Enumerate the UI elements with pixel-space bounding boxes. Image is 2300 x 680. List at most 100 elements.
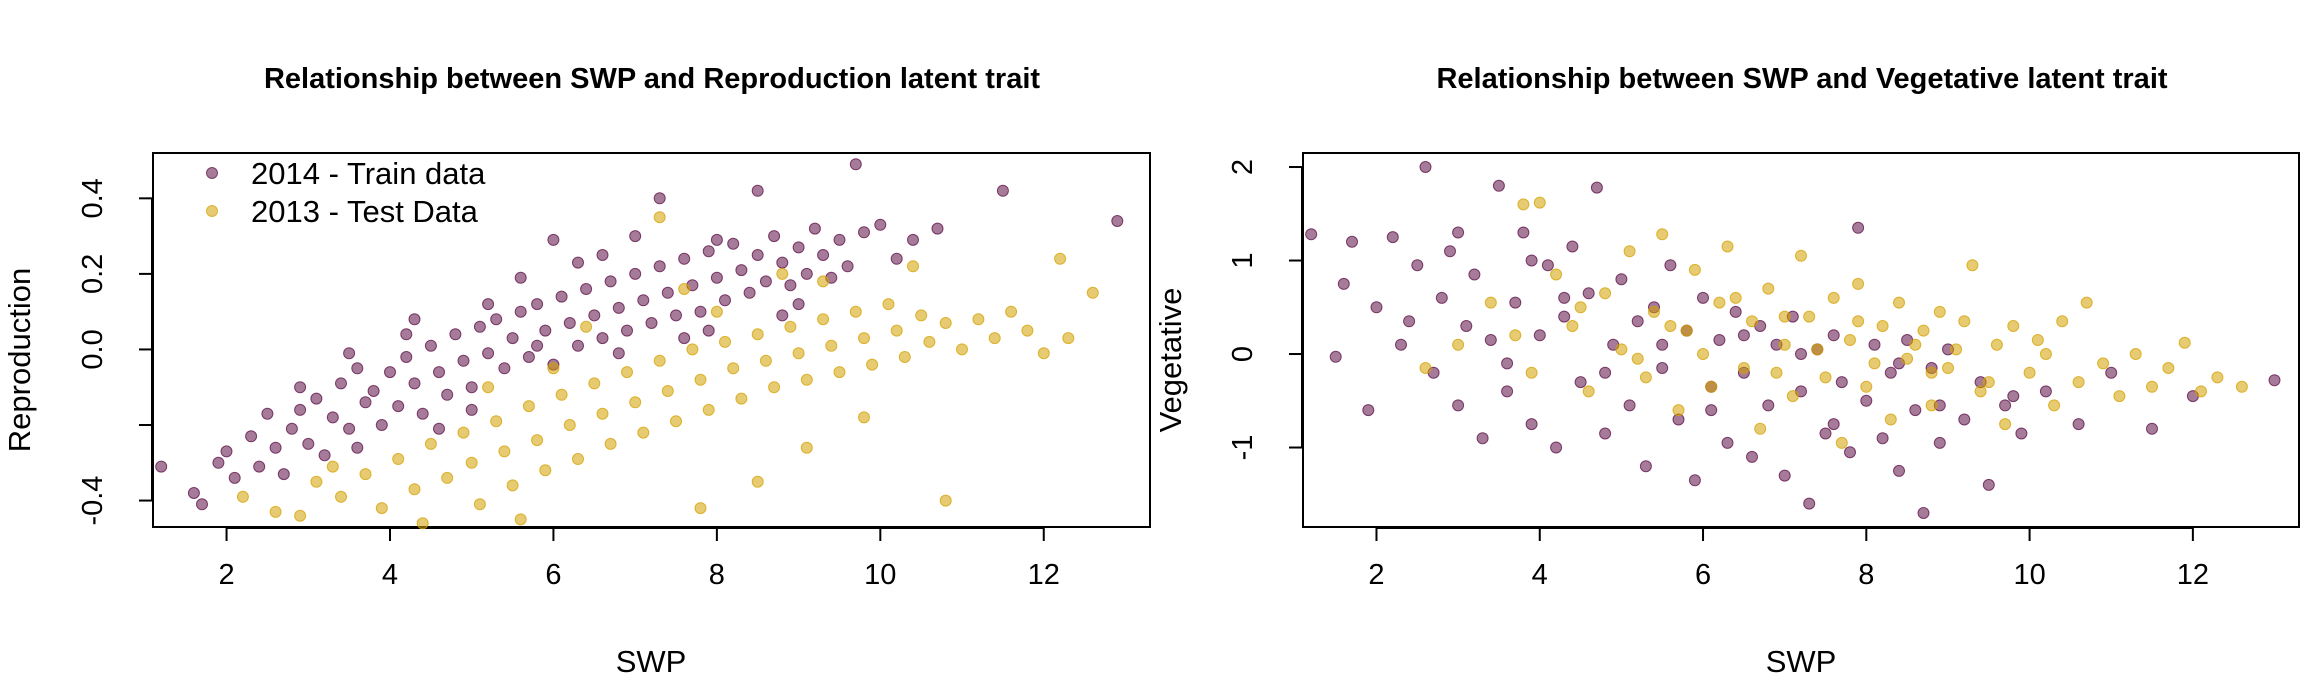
scatter-point	[1754, 422, 1767, 435]
scatter-point	[1452, 226, 1465, 239]
scatter-point	[416, 407, 429, 420]
scatter-point	[890, 324, 903, 337]
scatter-point	[531, 339, 544, 352]
scatter-point	[1386, 231, 1399, 244]
scatter-point	[710, 233, 723, 246]
scatter-point	[1664, 259, 1677, 272]
scatter-point	[1517, 198, 1530, 211]
scatter-point	[1762, 282, 1775, 295]
chart-title: Relationship between SWP and Vegetative …	[1436, 63, 2167, 95]
scatter-point	[1656, 338, 1669, 351]
scatter-point	[1933, 305, 1946, 318]
scatter-point	[2039, 348, 2052, 360]
chart-title: Relationship between SWP and Reproductio…	[264, 63, 1040, 95]
scatter-point	[1795, 348, 1807, 360]
scatter-point	[1346, 235, 1358, 248]
scatter-point	[2007, 390, 2020, 403]
scatter-point	[596, 407, 609, 420]
scatter-point	[1615, 343, 1628, 356]
scatter-point	[2080, 296, 2093, 309]
scatter-point	[898, 351, 911, 363]
scatter-point	[1778, 338, 1791, 351]
scatter-point	[759, 275, 772, 288]
y-tick-label: 0.0	[77, 329, 109, 369]
scatter-point	[1893, 296, 1905, 309]
scatter-point	[858, 226, 870, 239]
scatter-point	[988, 332, 1001, 345]
scatter-point	[645, 317, 658, 329]
scatter-point	[294, 403, 307, 416]
scatter-point	[596, 332, 609, 345]
scatter-point	[1950, 343, 1963, 356]
scatter-point	[1509, 296, 1522, 309]
scatter-point	[1958, 315, 1971, 328]
scatter-point	[1533, 196, 1546, 209]
x-tick-label: 2	[218, 559, 234, 591]
scatter-point	[2162, 362, 2175, 374]
scatter-point	[1435, 291, 1448, 304]
scatter-point	[858, 411, 870, 424]
scatter-point	[359, 396, 372, 409]
scatter-point	[1901, 352, 1914, 365]
scatter-point	[302, 437, 315, 450]
scatter-point	[1648, 305, 1660, 318]
scatter-point	[719, 294, 731, 307]
scatter-point	[547, 233, 560, 246]
scatter-point	[343, 422, 356, 435]
scatter-point	[1086, 286, 1099, 299]
scatter-point	[939, 317, 952, 329]
scatter-point	[833, 366, 846, 379]
scatter-point	[465, 381, 478, 394]
scatter-point	[1525, 418, 1538, 431]
scatter-point	[572, 256, 584, 269]
scatter-point	[800, 267, 813, 280]
scatter-point	[514, 271, 527, 284]
scatter-point	[1419, 161, 1432, 173]
scatter-point	[2235, 380, 2248, 393]
scatter-point	[457, 426, 470, 439]
scatter-point	[629, 230, 642, 243]
scatter-point	[817, 249, 830, 261]
scatter-point	[2268, 374, 2281, 387]
scatter-point	[629, 267, 642, 280]
scatter-point	[1501, 357, 1514, 370]
scatter-point	[735, 264, 748, 277]
scatter-point	[792, 347, 805, 360]
scatter-point	[727, 362, 740, 375]
scatter-point	[1403, 315, 1416, 328]
scatter-point	[653, 354, 666, 367]
scatter-point	[1550, 441, 1563, 454]
scatter-point	[743, 286, 756, 299]
x-tick-label: 10	[2013, 559, 2045, 591]
scatter-point	[294, 509, 307, 522]
scatter-point	[1844, 334, 1856, 346]
scatter-point	[653, 211, 666, 224]
scatter-point	[629, 396, 642, 409]
scatter-point	[490, 313, 503, 326]
scatter-point	[1370, 301, 1383, 314]
scatter-point	[702, 403, 715, 416]
scatter-point	[1762, 399, 1775, 412]
scatter-points	[155, 158, 1124, 530]
scatter-point	[1803, 310, 1816, 323]
scatter-point	[849, 158, 862, 171]
scatter-point	[400, 328, 413, 341]
scatter-point	[441, 388, 454, 401]
scatter-point	[1533, 329, 1546, 342]
scatter-point	[424, 437, 437, 450]
scatter-point	[1933, 436, 1946, 449]
scatter-point	[858, 332, 870, 345]
scatter-point	[1680, 324, 1693, 337]
x-axis-label: SWP	[616, 644, 687, 679]
scatter-point	[1909, 338, 1922, 351]
scatter-point	[1484, 334, 1497, 346]
scatter-point	[531, 298, 544, 311]
scatter-point	[433, 366, 445, 379]
scatter-point	[572, 453, 584, 465]
scatter-point	[907, 260, 919, 273]
scatter-point	[1737, 329, 1750, 342]
legend-marker-test	[206, 205, 218, 217]
scatter-point	[1558, 291, 1571, 304]
y-axis-label: Reproduction	[2, 268, 37, 452]
scatter-point	[2211, 371, 2224, 384]
